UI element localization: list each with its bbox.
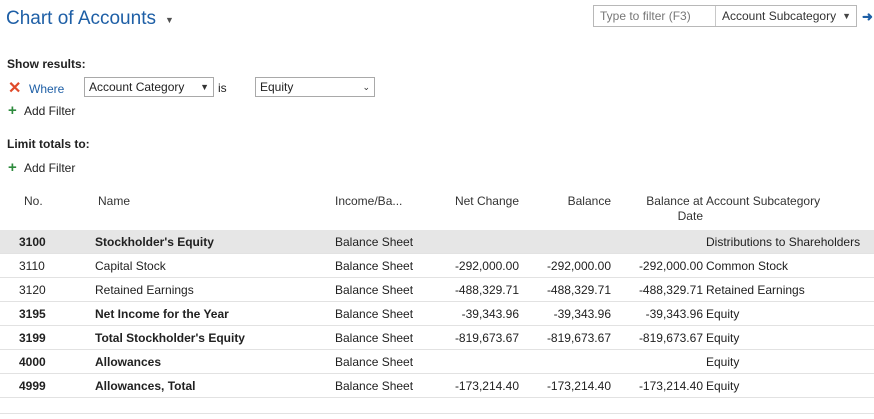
- table-row[interactable]: 3100 Stockholder's Equity Balance Sheet Dis…: [0, 230, 874, 254]
- dropdown-arrow-icon: ▼: [842, 11, 851, 21]
- chevron-down-icon: ⌄: [362, 81, 370, 92]
- table-header-row: No. Name Income/Ba... Net Change Balance…: [0, 194, 874, 230]
- cell-income-balance: Balance Sheet: [335, 325, 427, 350]
- table-row[interactable]: 3120 Retained Earnings Balance Sheet -488,3…: [0, 277, 874, 302]
- cell-income-balance: Balance Sheet: [335, 373, 427, 398]
- search-input[interactable]: [594, 6, 716, 26]
- cell-income-balance: Balance Sheet: [335, 230, 427, 254]
- cell-balance: -819,673.67: [519, 325, 611, 350]
- cell-no[interactable]: 4000: [0, 349, 76, 374]
- table-row[interactable]: 3110 Capital Stock Balance Sheet -292,000.0…: [0, 253, 874, 278]
- cell-balance: -39,343.96: [519, 301, 611, 326]
- column-header-subcategory[interactable]: Account Subcategory: [706, 194, 821, 208]
- cell-name[interactable]: Net Income for the Year: [76, 301, 335, 326]
- cell-net-change: -819,673.67: [427, 325, 519, 350]
- chevron-down-icon: ▼: [164, 15, 174, 25]
- column-header-balance[interactable]: Balance: [567, 194, 611, 208]
- cell-name[interactable]: Total Stockholder's Equity: [76, 325, 335, 350]
- cell-balance-at-date: [611, 349, 703, 374]
- cell-balance-at-date: -39,343.96: [611, 301, 703, 326]
- filter-field-value: Account Category: [89, 80, 185, 94]
- search-filter-box: Account Subcategory ▼: [593, 5, 857, 27]
- cell-income-balance: Balance Sheet: [335, 301, 427, 326]
- cell-income-balance: Balance Sheet: [335, 277, 427, 302]
- column-header-net-change[interactable]: Net Change: [454, 194, 519, 208]
- cell-subcategory: Common Stock: [703, 253, 874, 278]
- cell-no[interactable]: 3110: [0, 253, 76, 278]
- cell-balance: [519, 230, 611, 254]
- cell-balance: -173,214.40: [519, 373, 611, 398]
- filter-row: ✕ Where: [8, 78, 64, 100]
- column-header-no[interactable]: No.: [24, 194, 43, 208]
- cell-no[interactable]: 3195: [0, 301, 76, 326]
- filter-field-select[interactable]: Account Subcategory ▼: [716, 6, 856, 26]
- column-header-name[interactable]: Name: [98, 194, 131, 208]
- column-header-balance-at-date-line1: Balance at: [646, 194, 703, 208]
- cell-name[interactable]: Capital Stock: [76, 253, 335, 278]
- cell-net-change: -292,000.00: [427, 253, 519, 278]
- table-row[interactable]: 4000 Allowances Balance Sheet Equity: [0, 349, 874, 374]
- cell-net-change: [427, 230, 519, 254]
- cell-name[interactable]: Allowances: [76, 349, 335, 374]
- cell-balance-at-date: -292,000.00: [611, 253, 703, 278]
- cell-balance: -292,000.00: [519, 253, 611, 278]
- column-header-balance-at-date[interactable]: Balance at Date: [611, 194, 703, 230]
- show-results-label: Show results:: [7, 57, 86, 71]
- cell-income-balance: Balance Sheet: [335, 349, 427, 374]
- cell-subcategory: Equity: [703, 373, 874, 398]
- plus-icon: +: [8, 159, 17, 176]
- page-title: Chart of Accounts: [6, 8, 156, 29]
- table-row[interactable]: 4999 Allowances, Total Balance Sheet -173,2…: [0, 373, 874, 398]
- add-totals-filter-button[interactable]: + Add Filter: [8, 159, 76, 176]
- cell-balance-at-date: -173,214.40: [611, 373, 703, 398]
- plus-icon: +: [8, 102, 17, 119]
- cell-income-balance: Balance Sheet: [335, 253, 427, 278]
- filter-value: Equity: [260, 80, 294, 94]
- table-row[interactable]: 3199 Total Stockholder's Equity Balance Sh…: [0, 325, 874, 350]
- cell-balance-at-date: -488,329.71: [611, 277, 703, 302]
- where-link[interactable]: Where: [29, 82, 65, 96]
- cell-name[interactable]: Allowances, Total: [76, 373, 335, 398]
- dropdown-arrow-icon: ▼: [200, 82, 209, 92]
- cell-no[interactable]: 4999: [0, 373, 76, 398]
- cell-subcategory: Distributions to Shareholders: [703, 230, 874, 254]
- table-row[interactable]: 3195 Net Income for the Year Balance Sheet…: [0, 301, 874, 326]
- cell-no[interactable]: 3120: [0, 277, 76, 302]
- cell-net-change: -488,329.71: [427, 277, 519, 302]
- table-bottom-border: [0, 413, 874, 414]
- page-title-dropdown[interactable]: Chart of Accounts ▼: [6, 8, 174, 30]
- limit-totals-label: Limit totals to:: [7, 137, 90, 151]
- cell-name[interactable]: Retained Earnings: [76, 277, 335, 302]
- cell-net-change: -173,214.40: [427, 373, 519, 398]
- column-header-balance-at-date-line2: Date: [677, 209, 703, 223]
- operator-label: is: [218, 81, 227, 95]
- filter-field-dropdown[interactable]: Account Category ▼: [84, 77, 214, 97]
- cell-balance: [519, 349, 611, 374]
- cell-balance: -488,329.71: [519, 277, 611, 302]
- arrow-right-icon[interactable]: ➜: [862, 9, 873, 24]
- cell-subcategory: Equity: [703, 349, 874, 374]
- filter-value-dropdown[interactable]: Equity ⌄: [255, 77, 375, 97]
- column-header-income-balance[interactable]: Income/Ba...: [335, 194, 403, 208]
- add-filter-label: Add Filter: [24, 161, 76, 175]
- cell-balance-at-date: [611, 230, 703, 254]
- cell-net-change: -39,343.96: [427, 301, 519, 326]
- cell-net-change: [427, 349, 519, 374]
- cell-subcategory: Retained Earnings: [703, 277, 874, 302]
- cell-no[interactable]: 3199: [0, 325, 76, 350]
- cell-name[interactable]: Stockholder's Equity: [76, 230, 335, 254]
- add-filter-label: Add Filter: [24, 104, 76, 118]
- cell-no[interactable]: 3100: [0, 230, 76, 254]
- cell-balance-at-date: -819,673.67: [611, 325, 703, 350]
- cell-subcategory: Equity: [703, 301, 874, 326]
- cell-subcategory: Equity: [703, 325, 874, 350]
- accounts-table: No. Name Income/Ba... Net Change Balance…: [0, 194, 874, 398]
- add-filter-button[interactable]: + Add Filter: [8, 102, 76, 119]
- filter-field-label: Account Subcategory: [722, 9, 837, 23]
- remove-filter-icon[interactable]: ✕: [8, 80, 22, 97]
